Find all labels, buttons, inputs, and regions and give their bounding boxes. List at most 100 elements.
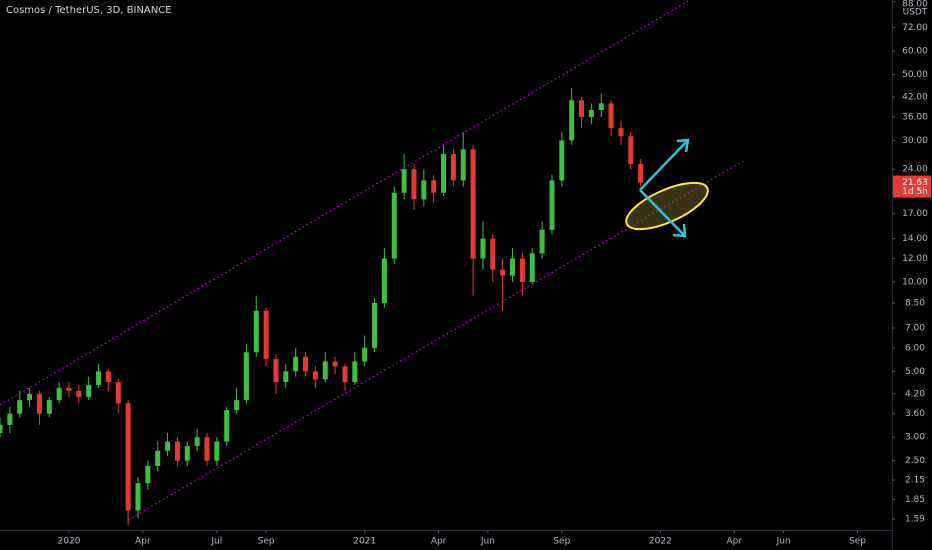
y-tick-label: 60.00 [902, 47, 928, 57]
y-tick-label: 2.50 [905, 456, 925, 466]
channel-upper [0, 0, 691, 406]
x-tick-label: Sep [258, 537, 275, 547]
y-tick-label: 4.20 [905, 389, 925, 399]
y-tick-label: 8.50 [905, 298, 925, 308]
candle-body [96, 371, 102, 385]
candles [0, 88, 644, 525]
candle-body [401, 169, 407, 193]
y-tick-label: 1.59 [905, 515, 925, 525]
candle-body [638, 163, 644, 183]
candle-body [105, 371, 111, 383]
y-tick-label: 5.00 [905, 367, 925, 377]
candle-body [214, 441, 220, 461]
y-tick-label: 7.00 [905, 323, 925, 333]
candle-body [411, 169, 417, 200]
candle-body [27, 393, 33, 401]
candle-body [303, 356, 309, 372]
x-tick-label: Sep [849, 537, 866, 547]
candle-body [549, 180, 555, 230]
y-tick-label: 17.00 [902, 209, 928, 219]
y-tick-label: 72.00 [902, 23, 928, 33]
highlight-ellipse [625, 181, 709, 231]
x-tick-label: Jun [776, 537, 791, 547]
y-tick-label: 2.15 [905, 476, 925, 486]
candle-body [372, 302, 378, 348]
candle-body [174, 441, 180, 461]
countdown-label: 1d 5h [902, 187, 928, 197]
candle-body [421, 180, 427, 200]
y-tick-label: 3.60 [905, 409, 925, 419]
x-tick-label: Apr [727, 537, 743, 547]
x-tick-label: Sep [553, 537, 570, 547]
candle-body [519, 258, 525, 283]
arrow-down [639, 189, 687, 238]
candle-body [352, 361, 358, 383]
y-tick-label: 88.00 [902, 0, 928, 10]
y-tick-label: 3.00 [905, 433, 925, 443]
candle-body [569, 100, 575, 141]
candle-body [17, 400, 23, 414]
last-price-box [893, 175, 931, 198]
candle-body [234, 400, 240, 411]
candle-body [490, 238, 496, 270]
last-price-label: 21.63 [902, 178, 928, 188]
y-tick-label: 30.00 [902, 136, 928, 146]
channel-lower [127, 159, 746, 521]
candle-body [125, 403, 131, 511]
candle-body [381, 258, 387, 303]
candle-body [273, 359, 279, 383]
candle-body [86, 384, 92, 397]
candle-body [7, 413, 13, 425]
candle-body [431, 180, 437, 193]
y-tick-label: 42.00 [902, 93, 928, 103]
candle-body [500, 269, 506, 276]
candle-body [322, 361, 328, 380]
candle-body [618, 128, 624, 137]
candle-body [283, 371, 289, 383]
candle-body [46, 400, 52, 414]
candle-body [36, 393, 42, 414]
candle-body [293, 356, 299, 372]
y-tick-label: 6.00 [905, 343, 925, 353]
candle-body [76, 390, 82, 397]
y-tick-label: 14.00 [902, 234, 928, 244]
candle-body [224, 410, 230, 442]
candle-body [579, 100, 585, 117]
candle-body [362, 347, 368, 362]
candle-body [204, 437, 210, 461]
candle-body [135, 483, 141, 511]
x-tick-label: Jul [210, 537, 222, 547]
candle-body [510, 258, 516, 276]
candle-body [342, 366, 348, 383]
candle-body [628, 136, 634, 164]
candle-body [184, 446, 190, 461]
candle-body [450, 154, 456, 181]
candle-body [115, 382, 121, 404]
arrows [639, 138, 690, 238]
candle-body [165, 441, 171, 451]
candle-body [263, 310, 269, 360]
y-tick-label: 50.00 [902, 70, 928, 80]
x-tick-label: Apr [431, 537, 447, 547]
candle-body [588, 109, 594, 117]
y-tick-label: 1.85 [905, 495, 925, 505]
candle-body [460, 149, 466, 181]
chart-title: Cosmos / TetherUS, 3D, BINANCE [6, 5, 172, 16]
candle-body [332, 361, 338, 367]
candle-body [253, 310, 259, 353]
candle-body [243, 352, 249, 401]
y-tick-label: 10.00 [902, 278, 928, 288]
candle-body [529, 253, 535, 283]
candle-body [480, 238, 486, 259]
y-tick-label: 12.00 [902, 254, 928, 264]
candle-body [145, 465, 151, 484]
candle-body [598, 103, 604, 110]
axis-unit: USDT [903, 8, 928, 18]
y-tick-label: 24.00 [902, 165, 928, 175]
y-tick-label: 36.00 [902, 112, 928, 122]
candle-body [441, 154, 447, 193]
candle-body [559, 140, 565, 181]
candle-body [608, 103, 614, 129]
